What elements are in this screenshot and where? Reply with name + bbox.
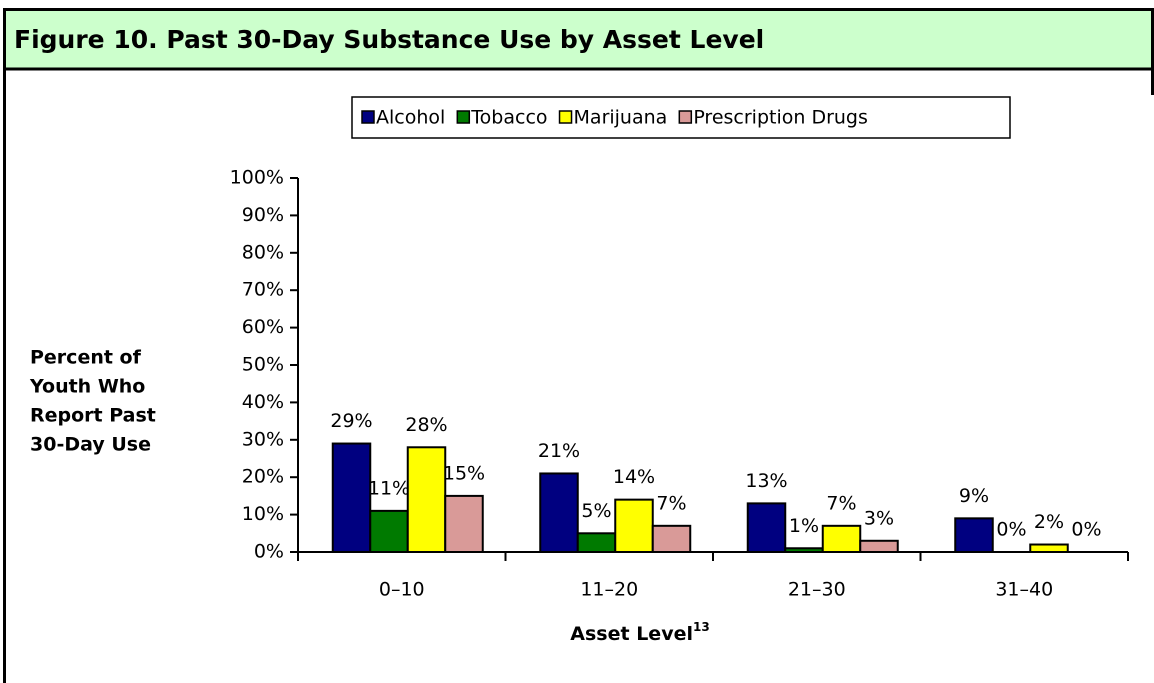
bar (576, 532, 617, 553)
data-label: 15% (443, 462, 485, 484)
bar (746, 502, 787, 554)
data-label: 7% (826, 492, 856, 514)
chart-title: Figure 10. Past 30-Day Substance Use by … (14, 25, 764, 54)
y-tick-label: 30% (242, 428, 284, 450)
y-axis-label: Report Past (30, 405, 156, 427)
data-label: 9% (959, 485, 989, 507)
x-tick-label: 31–40 (995, 579, 1053, 601)
bar (859, 539, 899, 554)
y-tick-label: 80% (242, 241, 284, 263)
y-tick-label: 70% (242, 279, 284, 301)
y-tick-label: 0% (254, 541, 284, 563)
y-tick-label: 20% (242, 466, 284, 488)
x-tick-label: 11–20 (580, 579, 638, 601)
x-axis-label-note: 13 (693, 620, 710, 634)
legend-label: Alcohol (376, 107, 445, 129)
data-label: 21% (538, 440, 580, 462)
bar (954, 517, 994, 554)
y-tick-label: 90% (242, 204, 284, 226)
bar (331, 442, 372, 554)
bar (821, 524, 862, 554)
y-tick-label: 10% (242, 503, 284, 525)
bar (1029, 543, 1069, 554)
y-axis-label: Percent of (30, 347, 142, 369)
y-axis-label: 30-Day Use (30, 434, 151, 456)
bar (369, 509, 409, 553)
data-label: 29% (330, 410, 372, 432)
bar (539, 472, 579, 553)
data-label: 14% (613, 466, 655, 488)
data-label: 1% (789, 515, 819, 537)
bar (614, 498, 654, 554)
legend-swatch (456, 110, 471, 124)
data-label: 3% (864, 507, 894, 529)
x-tick-label: 0–10 (379, 579, 425, 601)
legend-swatch (361, 110, 375, 124)
data-label: 11% (368, 477, 410, 499)
bar (444, 494, 484, 553)
legend-label: Marijuana (574, 107, 668, 129)
data-label: 2% (1034, 511, 1064, 533)
data-label: 7% (656, 492, 686, 514)
title-band (3, 8, 1154, 68)
y-tick-label: 60% (242, 316, 284, 338)
y-tick-label: 40% (242, 391, 284, 413)
x-tick-label: 21–30 (788, 579, 846, 601)
data-label: 0% (996, 519, 1026, 541)
legend-label: Tobacco (470, 107, 547, 129)
y-tick-label: 50% (242, 354, 284, 376)
x-axis-label-text: Asset Level (570, 623, 693, 645)
bar (406, 446, 447, 553)
data-label: 13% (745, 470, 787, 492)
data-label: 5% (581, 500, 611, 522)
data-label: 0% (1071, 519, 1101, 541)
legend-label: Prescription Drugs (693, 107, 868, 129)
legend-swatch (678, 110, 693, 124)
data-label: 28% (405, 414, 447, 436)
x-axis-label: Asset Level13 (570, 620, 709, 645)
legend-swatch (558, 110, 573, 124)
y-tick-label: 100% (230, 167, 284, 189)
bar (651, 524, 692, 554)
y-axis-label: Youth Who (29, 376, 145, 398)
